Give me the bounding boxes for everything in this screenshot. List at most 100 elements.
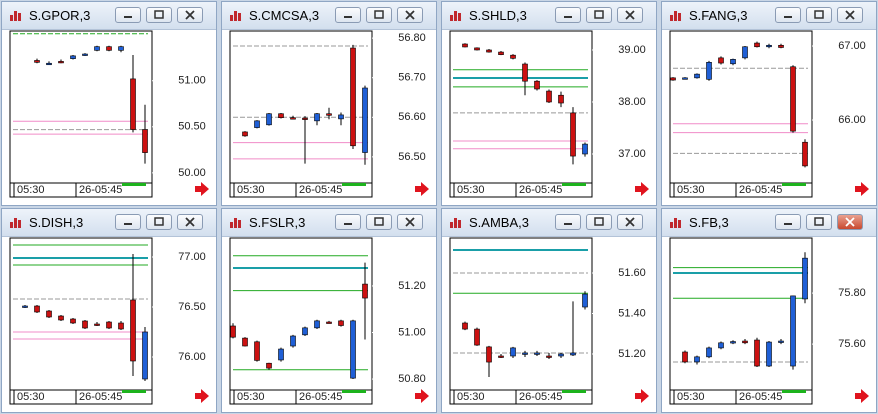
- y-tick-label: 37.00: [618, 148, 646, 160]
- candle-body: [498, 355, 504, 358]
- scroll-arrow[interactable]: [635, 389, 649, 403]
- chart-window: S.SHLD,3 39.00 38.00 37.00 05:30 26-05:45: [441, 1, 657, 206]
- glyph: [154, 10, 164, 19]
- glyph: [154, 217, 164, 226]
- plot-frame: [449, 30, 593, 198]
- close-button[interactable]: [397, 214, 423, 230]
- chart-window: S.FSLR,3 51.20 51.00 50.80 05:30 26-05:45: [221, 208, 437, 413]
- icon-bar: [230, 15, 233, 21]
- time-label: 05:30: [457, 391, 485, 403]
- maximize-glyph: [154, 217, 164, 226]
- window-icon: [450, 218, 461, 228]
- candle-body: [558, 94, 564, 104]
- title-bar: S.AMBA,3: [442, 209, 656, 237]
- maximize-button[interactable]: [146, 7, 172, 23]
- candle-body: [106, 321, 112, 329]
- maximize-button[interactable]: [806, 7, 832, 23]
- close-glyph: [185, 217, 195, 227]
- y-tick-label: 51.00: [398, 326, 426, 338]
- glyph: [845, 10, 855, 20]
- close-button[interactable]: [837, 7, 863, 23]
- candle-body: [278, 113, 284, 118]
- glyph: [814, 10, 824, 19]
- candle-body: [682, 351, 688, 363]
- close-button[interactable]: [837, 214, 863, 230]
- candle-body: [362, 283, 368, 299]
- window-icon: [670, 11, 681, 21]
- y-tick-label: 75.80: [838, 287, 866, 299]
- candle-body: [94, 323, 100, 326]
- candle-body: [326, 321, 332, 324]
- maximize-button[interactable]: [586, 214, 612, 230]
- candle-body: [118, 322, 124, 330]
- glyph: [784, 223, 792, 225]
- time-label: 05:30: [237, 391, 265, 403]
- close-button[interactable]: [617, 7, 643, 23]
- minimize-button[interactable]: [335, 7, 361, 23]
- close-button[interactable]: [177, 7, 203, 23]
- candle-body: [22, 305, 28, 308]
- minimize-button[interactable]: [115, 7, 141, 23]
- scroll-arrow[interactable]: [415, 389, 429, 403]
- candle-body: [582, 143, 588, 155]
- candle-body: [742, 46, 748, 59]
- glyph: [625, 217, 635, 227]
- icon-bar: [238, 13, 241, 21]
- window-icon: [670, 218, 681, 228]
- candle-body: [142, 331, 148, 380]
- window-icon: [10, 11, 21, 21]
- time-label: 05:30: [17, 184, 45, 196]
- time-label: 26-05:45: [299, 184, 342, 196]
- current-bar-marker: [562, 390, 586, 393]
- scroll-arrow[interactable]: [855, 182, 869, 196]
- minimize-button[interactable]: [555, 7, 581, 23]
- candle-body: [82, 320, 88, 329]
- candle-body: [254, 341, 260, 361]
- scroll-arrow[interactable]: [855, 389, 869, 403]
- candle-body: [290, 117, 296, 120]
- candle-body: [718, 57, 724, 64]
- scroll-arrow[interactable]: [195, 389, 209, 403]
- icon-bar: [670, 222, 673, 228]
- candle-body: [230, 325, 236, 338]
- maximize-glyph: [594, 217, 604, 226]
- title-bar: S.CMCSA,3: [222, 2, 436, 30]
- candle-body: [290, 335, 296, 347]
- candle-body: [338, 114, 344, 120]
- plot-frame: [9, 30, 153, 198]
- minimize-button[interactable]: [115, 214, 141, 230]
- close-button[interactable]: [177, 214, 203, 230]
- y-tick-label: 76.00: [178, 351, 206, 363]
- candle-body: [58, 61, 64, 64]
- candle-body: [350, 47, 356, 147]
- candle-body: [314, 113, 320, 122]
- window-title: S.FANG,3: [689, 8, 748, 23]
- maximize-button[interactable]: [586, 7, 612, 23]
- minimize-button[interactable]: [775, 214, 801, 230]
- candle-body: [130, 78, 136, 130]
- chart-window: S.FANG,3 67.00 66.00 05:30 26-05:45: [661, 1, 877, 206]
- candle-body: [546, 355, 552, 358]
- close-button[interactable]: [397, 7, 423, 23]
- maximize-button[interactable]: [146, 214, 172, 230]
- candle-body: [326, 113, 332, 116]
- glyph: [845, 217, 855, 227]
- close-button[interactable]: [617, 214, 643, 230]
- scroll-arrow[interactable]: [195, 182, 209, 196]
- maximize-button[interactable]: [806, 214, 832, 230]
- candle-body: [522, 63, 528, 82]
- scroll-arrow[interactable]: [415, 182, 429, 196]
- y-tick-label: 51.60: [618, 267, 646, 279]
- minimize-button[interactable]: [555, 214, 581, 230]
- candle-body: [254, 120, 260, 128]
- scroll-arrow[interactable]: [635, 182, 649, 196]
- minimize-glyph: [124, 223, 132, 225]
- maximize-button[interactable]: [366, 7, 392, 23]
- glyph: [124, 223, 132, 225]
- maximize-button[interactable]: [366, 214, 392, 230]
- time-label: 05:30: [17, 391, 45, 403]
- minimize-button[interactable]: [335, 214, 361, 230]
- minimize-button[interactable]: [775, 7, 801, 23]
- time-label: 05:30: [677, 184, 705, 196]
- y-tick-label: 38.00: [618, 96, 646, 108]
